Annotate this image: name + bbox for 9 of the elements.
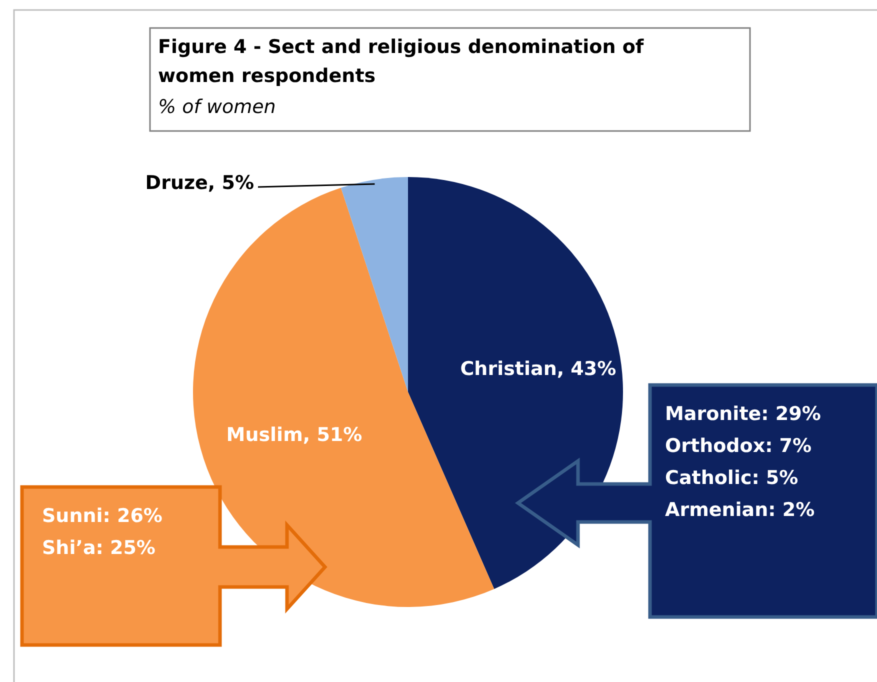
- chart-title: Figure 4 - Sect and religious denomination of women respondents: [158, 36, 644, 87]
- pie-slice: [340, 177, 408, 392]
- text: Maronite: 29% Orthodox: 7% Catholic: 5% Armenian: 2%: [665, 403, 821, 521]
- text: Sunni: 26% Shi’a: 25%: [42, 505, 162, 559]
- slice-label: Muslim, 51%: [226, 424, 362, 446]
- chart-subtitle: % of women: [158, 96, 276, 118]
- slice-label: Christian, 43%: [460, 358, 616, 380]
- pie-slice: [408, 177, 623, 589]
- slice-label: Druze, 5%: [145, 172, 254, 194]
